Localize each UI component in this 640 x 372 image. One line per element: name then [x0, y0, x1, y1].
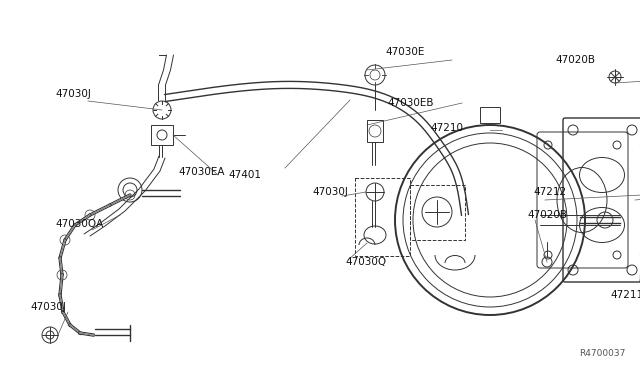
Text: 47210: 47210: [430, 123, 463, 133]
Text: 47030Q: 47030Q: [345, 257, 386, 267]
Bar: [151, 125, 173, 145]
Bar: [367, 120, 383, 142]
Text: 47030E: 47030E: [385, 47, 424, 57]
Text: 47020B: 47020B: [527, 210, 567, 220]
Text: 47030J: 47030J: [55, 89, 91, 99]
Text: 47030EA: 47030EA: [178, 167, 225, 177]
Text: 47401: 47401: [228, 170, 261, 180]
Bar: [410, 185, 465, 240]
Text: 47030QA: 47030QA: [55, 219, 103, 229]
Text: R4700037: R4700037: [579, 349, 625, 358]
Text: 47020B: 47020B: [555, 55, 595, 65]
Text: 47211: 47211: [610, 290, 640, 300]
Text: 47030J: 47030J: [30, 302, 66, 312]
Text: 47030J: 47030J: [312, 187, 348, 197]
Bar: [355, 178, 410, 256]
Text: 47030EB: 47030EB: [387, 98, 433, 108]
Text: 47212: 47212: [533, 187, 566, 197]
Bar: [480, 107, 500, 123]
